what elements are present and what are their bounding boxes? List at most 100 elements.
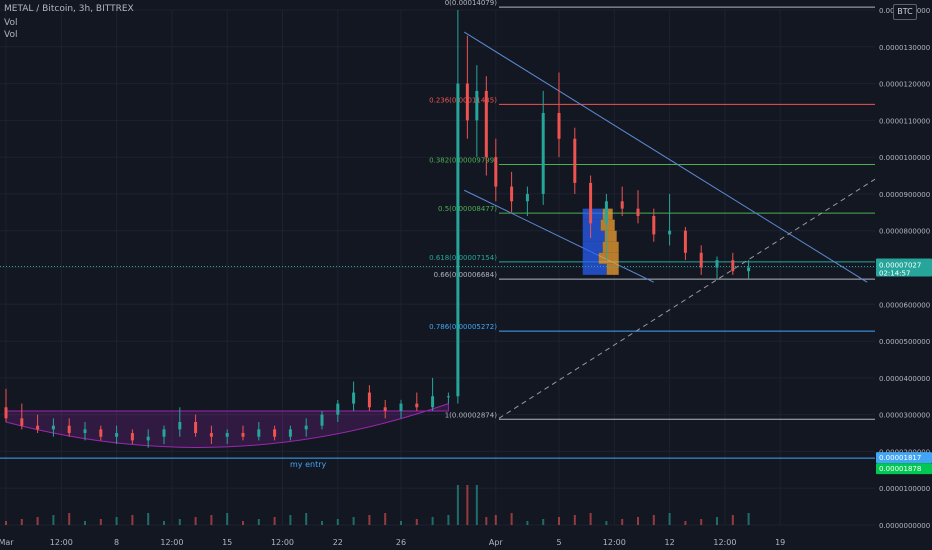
y-tick-label: 0.0000000000 — [879, 522, 930, 530]
volume-bar — [415, 519, 418, 525]
y-tick-label: 0.0000100000 — [879, 485, 930, 493]
volume-indicator-2[interactable]: Vol — [4, 30, 18, 40]
volume-bar — [589, 513, 592, 525]
volume-bar — [466, 485, 469, 525]
x-tick-label: 26 — [396, 538, 406, 547]
volume-bar — [510, 513, 513, 525]
candle-body — [399, 403, 403, 411]
candle-body — [115, 433, 119, 437]
candle-body — [456, 83, 460, 397]
y-tick-label: 0.0000500000 — [879, 338, 930, 346]
candle-body — [162, 429, 166, 437]
candle-body — [146, 436, 150, 441]
x-tick-label: 12:00 — [271, 538, 294, 547]
candle-body — [36, 425, 40, 430]
volume-bar — [210, 515, 213, 525]
volume-bar — [99, 519, 102, 525]
candle-body — [130, 433, 134, 441]
candle-body — [415, 403, 419, 408]
volume-bar — [400, 521, 402, 525]
candle-body — [99, 429, 103, 437]
fib-label-0.5: 0.5(0.00008477) — [438, 205, 497, 213]
candle-body — [304, 425, 308, 430]
volume-bar — [273, 517, 276, 525]
volume-bars — [5, 485, 750, 525]
volume-indicator-1[interactable]: Vol — [4, 18, 18, 28]
x-tick-label: 5 — [556, 538, 561, 547]
candle-body — [67, 425, 71, 434]
volume-bar — [194, 517, 197, 525]
volume-bar — [5, 521, 7, 525]
symbol-title: METAL / Bitcoin, 3h, BITTREX — [4, 4, 134, 14]
candle-body — [636, 208, 640, 216]
candle-body — [484, 90, 488, 158]
volume-bar — [456, 485, 459, 525]
y-tick-label: 0.0000120000 — [879, 81, 930, 89]
candle-body — [620, 201, 624, 209]
x-tick-label: 12:00 — [160, 538, 183, 547]
candle-body — [494, 157, 498, 187]
vp-orange-bar — [600, 219, 615, 231]
candle-body — [541, 113, 545, 194]
candle-body — [352, 392, 356, 404]
volume-bar — [336, 519, 339, 525]
volume-bar — [84, 521, 86, 525]
vp-blue-bar — [582, 252, 599, 264]
candles — [4, 10, 751, 448]
x-tick-label: 12 — [665, 538, 675, 547]
volume-bar — [747, 513, 750, 525]
y-tick-label: 0.0000110000 — [879, 117, 930, 125]
volume-bar — [475, 485, 478, 525]
candle-body — [465, 83, 469, 121]
dashed-support-line — [498, 178, 876, 419]
channel-support-line — [463, 189, 655, 283]
volume-bar — [485, 517, 488, 525]
y-tick-label: 0.0000900000 — [879, 191, 930, 199]
y-tick-label: 0.0000600000 — [879, 301, 930, 309]
candle-body — [573, 138, 577, 183]
fib-label-1: 1(0.00002874) — [445, 411, 497, 419]
descending-trendline — [463, 31, 868, 283]
y-tick-label: 0.0000300000 — [879, 412, 930, 420]
candle-body — [383, 407, 387, 411]
x-tick-label: Apr — [489, 538, 504, 547]
x-tick-label: 19 — [775, 538, 785, 547]
volume-value-box — [876, 463, 932, 475]
volume-bar — [226, 513, 229, 525]
fib-label-0: 0(0.00014079) — [445, 0, 497, 7]
volume-bar — [305, 513, 308, 525]
x-tick-label: 15 — [222, 538, 232, 547]
fib-label-0.66: 0.66(0.00006684) — [434, 271, 498, 279]
volume-bar — [131, 515, 134, 525]
volume-bar — [605, 521, 608, 525]
volume-bar — [431, 517, 434, 525]
candle-body — [4, 407, 8, 419]
candle-body — [273, 429, 277, 437]
fib-label-0.786: 0.786(0.00005272) — [429, 323, 497, 331]
candle-body — [446, 396, 450, 398]
candle-body — [699, 252, 703, 268]
entry-price-box — [876, 452, 932, 464]
fib-levels: 0(0.00014079) 0.236(0.00011435) 0.382(0.00… — [429, 0, 875, 420]
volume-bar — [178, 519, 181, 525]
my-entry-annotation: my entry — [290, 460, 326, 469]
volume-bar — [668, 513, 671, 525]
currency-badge[interactable]: BTC — [893, 4, 917, 20]
candle-body — [51, 425, 55, 430]
volume-bar — [684, 521, 687, 525]
volume-bar — [542, 519, 545, 525]
volume-bar — [289, 515, 292, 525]
candle-body — [178, 422, 182, 430]
candle-body — [557, 113, 561, 139]
x-tick-label: 22 — [333, 538, 343, 547]
candle-body — [209, 433, 213, 437]
candle-body — [525, 193, 529, 202]
candle-body — [367, 392, 371, 408]
vp-blue-bar — [582, 263, 607, 275]
volume-bar — [716, 517, 718, 525]
volume-value: 0.00001878 — [879, 465, 921, 473]
volume-bar — [621, 519, 624, 525]
candle-body — [225, 433, 229, 437]
bar-countdown: 02:14:57 — [879, 270, 910, 278]
